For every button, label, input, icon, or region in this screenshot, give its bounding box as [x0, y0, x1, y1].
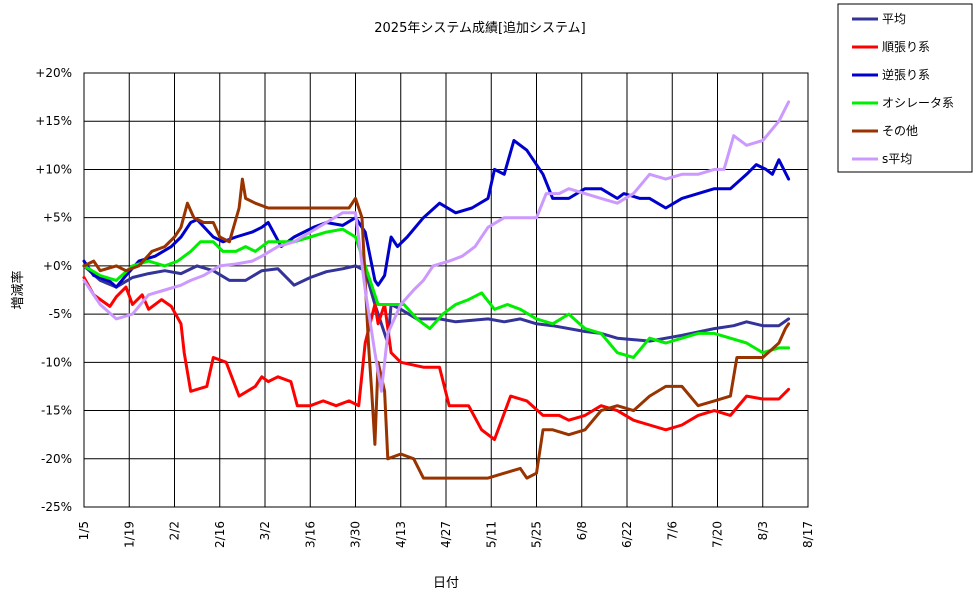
legend-label-4: オシレータ系 [882, 96, 954, 110]
y-axis-ticks: -25% -20% -15% -10% -5% +0% +5% +10% +15% +20% [35, 66, 72, 514]
x-tick-label: 7/6 [665, 521, 679, 540]
y-tick-label: -25% [41, 500, 72, 514]
chart-title: 2025年システム成績[追加システム] [374, 20, 585, 36]
x-tick-label: 8/3 [756, 521, 770, 540]
legend-box [837, 3, 973, 173]
legend-label-6: s平均 [882, 152, 912, 166]
x-tick-label: 1/5 [77, 521, 91, 540]
legend-label-2: 順張り系 [882, 40, 930, 54]
plot-area [83, 72, 809, 508]
series-line-4 [82, 227, 791, 359]
y-tick-label: +20% [35, 66, 72, 80]
legend-label-3: 逆張り系 [882, 67, 930, 82]
x-tick-label: 5/11 [484, 521, 498, 548]
series-line-2 [82, 276, 791, 441]
series-line-1 [82, 264, 791, 345]
x-tick-label: 3/16 [303, 521, 317, 548]
x-tick-label: 4/13 [394, 521, 408, 548]
legend-label-1: 平均 [882, 12, 906, 26]
y-tick-label: -10% [41, 355, 72, 369]
x-tick-label: 5/25 [530, 521, 544, 548]
x-tick-label: 8/17 [801, 521, 815, 548]
x-tick-label: 6/8 [575, 521, 589, 540]
y-tick-label: -20% [41, 452, 72, 466]
y-tick-label: +5% [43, 211, 72, 225]
y-axis-label: 増減率 [10, 270, 26, 309]
y-tick-label: +10% [35, 162, 72, 176]
series-lines [82, 100, 791, 480]
y-tick-label: -15% [41, 404, 72, 418]
series-line-5 [82, 177, 791, 480]
x-tick-label: 2/16 [213, 521, 227, 548]
series-line-6 [82, 100, 791, 393]
x-tick-label: 7/20 [711, 521, 725, 548]
y-tick-label: -5% [49, 307, 72, 321]
grid-lines [83, 72, 809, 508]
x-tick-label: 3/2 [258, 521, 272, 540]
x-tick-label: 1/19 [122, 521, 136, 548]
y-tick-label: +0% [43, 259, 72, 273]
x-tick-label: 6/22 [620, 521, 634, 548]
x-axis-ticks: 1/5 1/19 2/2 2/16 3/2 3/16 3/30 4/13 4/27 5/11 5/2… [77, 521, 815, 548]
legend-label-5: その他 [882, 124, 918, 138]
x-tick-label: 4/27 [439, 521, 453, 548]
x-tick-label: 3/30 [349, 521, 363, 548]
x-axis-label: 日付 [433, 576, 459, 591]
y-tick-label: +15% [35, 114, 72, 128]
x-tick-label: 2/2 [168, 521, 182, 540]
